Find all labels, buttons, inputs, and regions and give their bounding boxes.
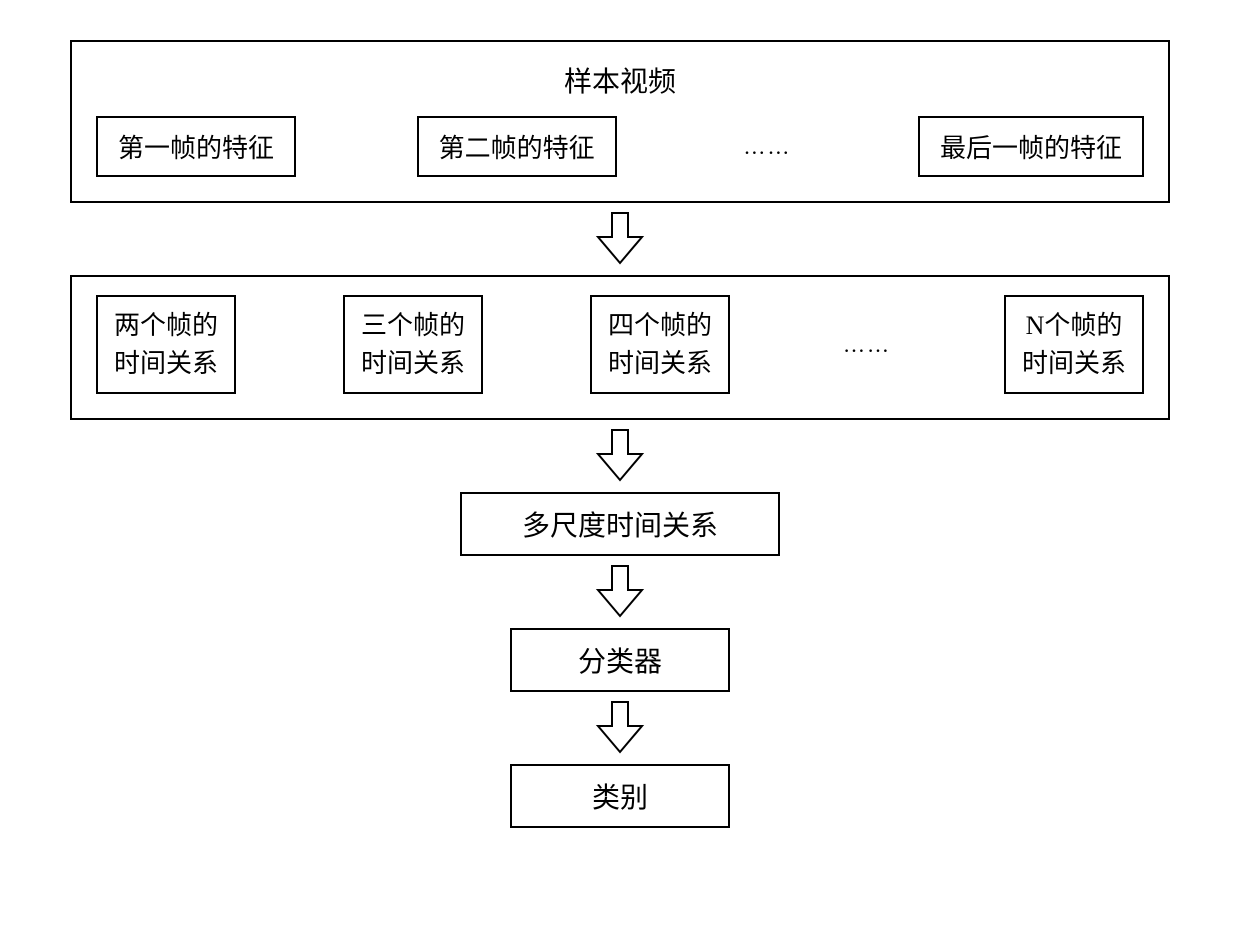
arrow-1 [594, 211, 646, 267]
down-arrow-icon [594, 564, 646, 620]
relation-nframe-l1: N个帧的 [1022, 307, 1126, 345]
stage1-ellipsis: …… [737, 134, 797, 160]
relation-2frame: 两个帧的 时间关系 [96, 295, 236, 394]
relation-2frame-l2: 时间关系 [114, 345, 218, 383]
relation-4frame: 四个帧的 时间关系 [590, 295, 730, 394]
frame-feature-last: 最后一帧的特征 [918, 116, 1144, 177]
arrow-2 [594, 428, 646, 484]
frame-feature-1: 第一帧的特征 [96, 116, 296, 177]
relation-nframe: N个帧的 时间关系 [1004, 295, 1144, 394]
stage1-row: 第一帧的特征 第二帧的特征 …… 最后一帧的特征 [96, 116, 1144, 177]
stage5-box: 类别 [510, 764, 730, 828]
stage2-ellipsis: …… [837, 332, 897, 358]
down-arrow-icon [594, 211, 646, 267]
down-arrow-icon [594, 428, 646, 484]
relation-4frame-l1: 四个帧的 [608, 307, 712, 345]
frame-feature-2: 第二帧的特征 [417, 116, 617, 177]
arrow-4 [594, 700, 646, 756]
relation-2frame-l1: 两个帧的 [114, 307, 218, 345]
relation-nframe-l2: 时间关系 [1022, 345, 1126, 383]
stage3-box: 多尺度时间关系 [460, 492, 780, 556]
stage2-container: 两个帧的 时间关系 三个帧的 时间关系 四个帧的 时间关系 …… N个帧的 时间… [70, 275, 1170, 420]
relation-3frame-l2: 时间关系 [361, 345, 465, 383]
down-arrow-icon [594, 700, 646, 756]
relation-3frame: 三个帧的 时间关系 [343, 295, 483, 394]
stage2-row: 两个帧的 时间关系 三个帧的 时间关系 四个帧的 时间关系 …… N个帧的 时间… [96, 295, 1144, 394]
stage4-box: 分类器 [510, 628, 730, 692]
stage1-title: 样本视频 [96, 60, 1144, 100]
arrow-3 [594, 564, 646, 620]
stage1-container: 样本视频 第一帧的特征 第二帧的特征 …… 最后一帧的特征 [70, 40, 1170, 203]
relation-3frame-l1: 三个帧的 [361, 307, 465, 345]
flowchart-root: 样本视频 第一帧的特征 第二帧的特征 …… 最后一帧的特征 两个帧的 时间关系 … [70, 40, 1170, 828]
relation-4frame-l2: 时间关系 [608, 345, 712, 383]
